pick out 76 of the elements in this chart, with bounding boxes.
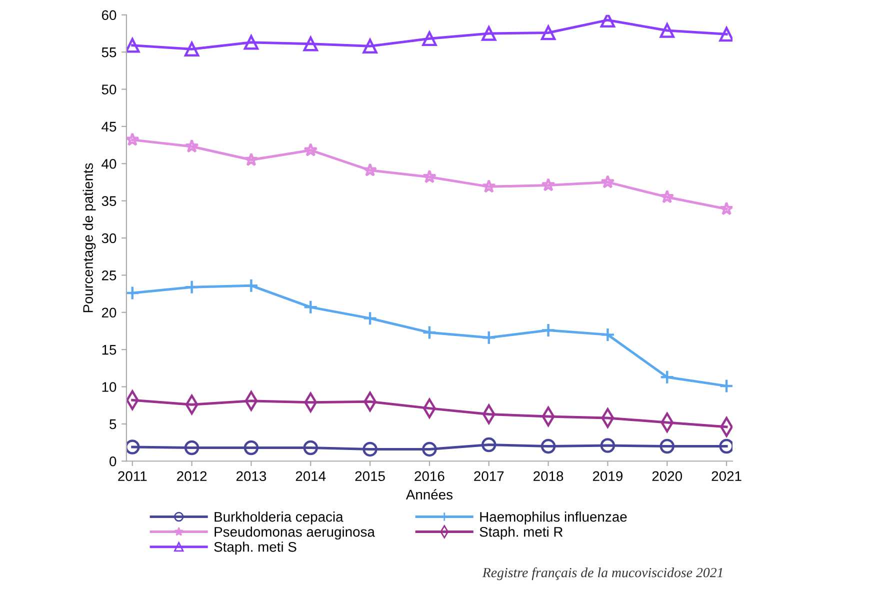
y-tick-label: 60: [102, 10, 116, 20]
text: Registre français de la mucoviscidose 2021: [482, 567, 722, 580]
point: [184, 440, 200, 456]
point: [660, 23, 674, 38]
y-tick-label: 0: [110, 456, 116, 466]
point: [719, 378, 732, 394]
point: [303, 440, 318, 456]
point: [600, 438, 616, 453]
x-tick-label: 2021: [712, 471, 742, 482]
y-tick-label: 15: [102, 345, 116, 355]
point: [422, 442, 437, 457]
point: [126, 132, 140, 146]
x-tick-label: 2020: [652, 471, 682, 482]
point: [600, 14, 616, 28]
point: [482, 330, 496, 346]
legend-label: Pseudomonas aeruginosa: [214, 526, 375, 540]
x-tick-label: 2014: [296, 471, 326, 482]
y-tick-label: 10: [102, 382, 116, 392]
point: [303, 300, 318, 315]
point: [482, 26, 496, 41]
x-axis-title: Années: [406, 489, 453, 500]
y-tick-label: 55: [102, 48, 116, 58]
y-tick-label: 50: [102, 84, 116, 94]
point: [422, 170, 437, 184]
legend-label: Staph. meti R: [480, 526, 563, 540]
point: [660, 438, 674, 454]
point: [719, 202, 732, 216]
y-tick-label: 45: [102, 122, 116, 132]
y-tick-label: 40: [102, 158, 116, 169]
x-tick-label: 2015: [355, 471, 385, 482]
x-tick-label: 2011: [118, 471, 147, 482]
legend-label: Burkholderia cepacia: [214, 512, 344, 525]
point: [541, 178, 556, 192]
point: [184, 42, 200, 56]
point: [362, 38, 378, 54]
point: [244, 440, 259, 456]
point: [304, 142, 318, 156]
point: [660, 370, 674, 384]
point: [600, 174, 615, 188]
point: [303, 36, 318, 52]
point: [660, 190, 674, 204]
point: [244, 278, 259, 293]
point: [482, 437, 496, 452]
x-tick-label: 2012: [177, 471, 207, 482]
point: [540, 322, 556, 338]
y-tick-label: 20: [102, 308, 116, 318]
y-tick-label: 35: [102, 196, 116, 206]
point: [244, 35, 259, 50]
point: [362, 442, 378, 457]
point: [422, 325, 437, 340]
point: [540, 25, 556, 40]
point: [184, 139, 199, 153]
y-axis-title: Pourcentage de patients: [82, 163, 96, 312]
point: [184, 280, 200, 294]
point: [422, 31, 437, 46]
point: [719, 438, 732, 454]
point: [540, 438, 556, 454]
y-tick-label: 25: [102, 270, 116, 280]
x-tick-label: 2017: [474, 471, 504, 482]
x-tick-label: 2013: [236, 471, 266, 482]
legend-label: Staph. meti S: [214, 542, 296, 555]
y-tick-label: 5: [110, 419, 116, 430]
x-tick-label: 2019: [592, 471, 622, 482]
point: [126, 440, 140, 454]
point: [362, 310, 378, 326]
point: [126, 38, 140, 53]
point: [362, 162, 378, 176]
x-tick-label: 2018: [534, 471, 564, 482]
point: [244, 152, 258, 166]
point: [482, 179, 496, 193]
point: [126, 286, 140, 300]
point: [600, 327, 616, 342]
point: [719, 26, 732, 42]
y-tick-label: 30: [102, 233, 116, 244]
x-tick-label: 2016: [414, 471, 444, 482]
legend-label: Haemophilus influenzae: [480, 512, 627, 525]
